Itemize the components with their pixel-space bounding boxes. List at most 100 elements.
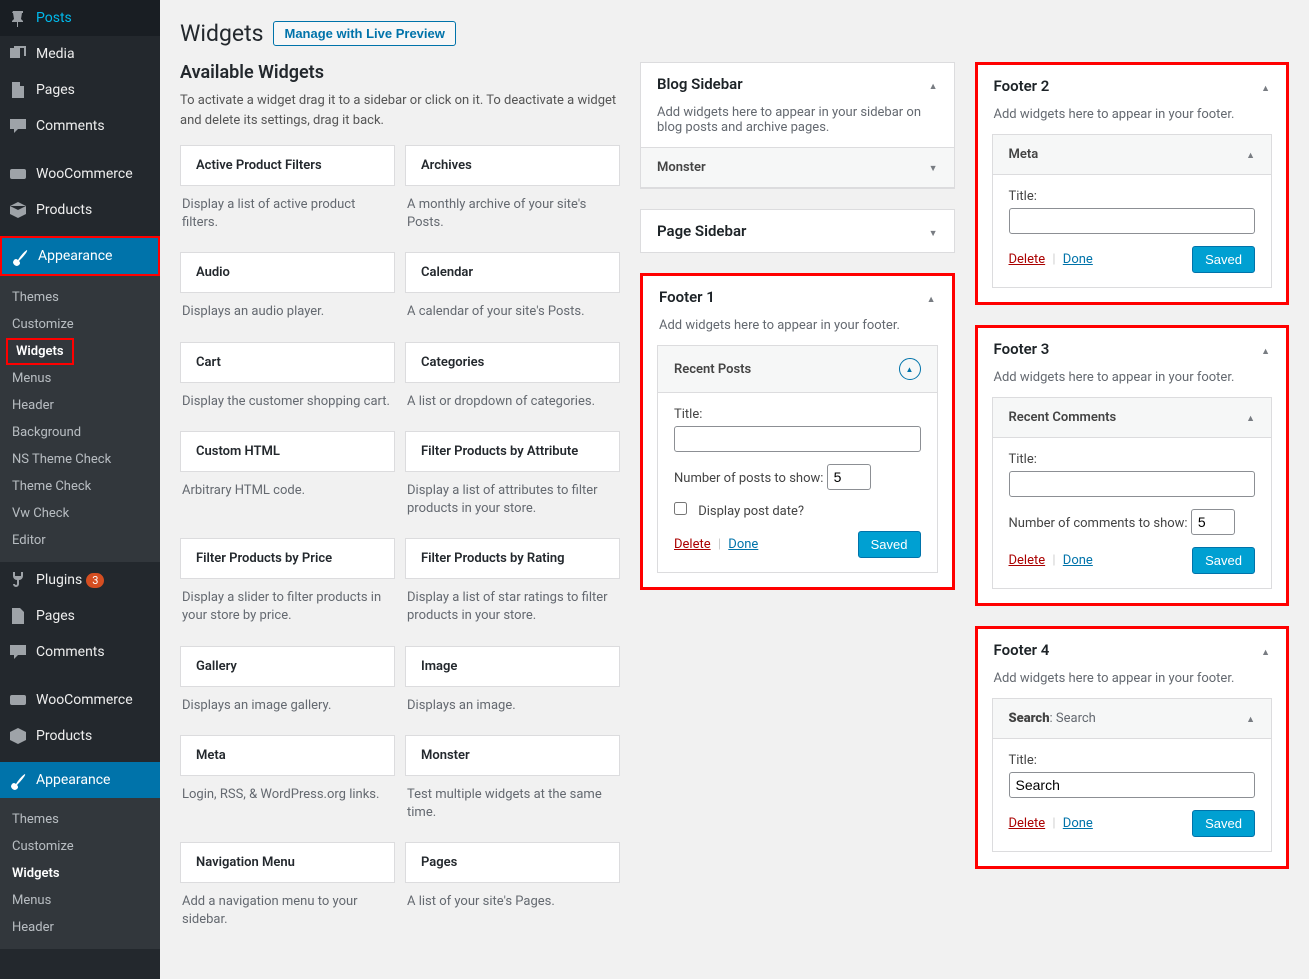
submenu-header[interactable]: Header: [0, 392, 160, 419]
title-input[interactable]: [1009, 471, 1256, 497]
saved-button[interactable]: Saved: [1192, 246, 1255, 273]
sidebar-label: Appearance: [36, 772, 110, 788]
available-widget-desc: Display a list of active product filters…: [180, 186, 395, 242]
available-widget-head[interactable]: Audio: [180, 252, 395, 293]
area-header[interactable]: Footer 4: [978, 629, 1287, 671]
title-input[interactable]: [1009, 208, 1256, 234]
plugins-badge: 3: [86, 573, 104, 588]
available-widget-head[interactable]: Meta: [180, 735, 395, 776]
sidebar-item-comments-2[interactable]: Comments: [0, 634, 160, 670]
display-date-checkbox[interactable]: [674, 502, 687, 515]
area-footer-1: Footer 1 Add widgets here to appear in y…: [640, 273, 955, 590]
available-widget-head[interactable]: Navigation Menu: [180, 842, 395, 883]
submenu-editor[interactable]: Editor: [0, 527, 160, 554]
area-header[interactable]: Blog Sidebar: [641, 63, 954, 105]
sidebar-item-appearance-2[interactable]: Appearance: [0, 762, 160, 798]
available-widgets-desc: To activate a widget drag it to a sideba…: [180, 91, 620, 130]
available-widgets-title: Available Widgets: [180, 62, 620, 83]
delete-link[interactable]: Delete: [1009, 553, 1046, 568]
sidebar-item-pages-2[interactable]: Pages: [0, 598, 160, 634]
sidebar-item-plugins[interactable]: Plugins 3: [0, 562, 160, 598]
saved-button[interactable]: Saved: [858, 531, 921, 558]
submenu-background[interactable]: Background: [0, 419, 160, 446]
submenu-widgets-2[interactable]: Widgets: [0, 860, 160, 887]
delete-link[interactable]: Delete: [1009, 816, 1046, 831]
submenu-themes-2[interactable]: Themes: [0, 806, 160, 833]
collapse-toggle-icon[interactable]: [899, 358, 921, 380]
collapse-icon: [1246, 711, 1255, 726]
arrow-indicator: [160, 772, 168, 788]
sidebar-item-posts[interactable]: Posts: [0, 0, 160, 36]
sidebar-item-media[interactable]: Media: [0, 36, 160, 72]
separator: |: [1052, 553, 1055, 568]
submenu-header-2[interactable]: Header: [0, 914, 160, 941]
available-widget-head[interactable]: Filter Products by Price: [180, 538, 395, 579]
submenu-menus[interactable]: Menus: [0, 365, 160, 392]
available-widget-head[interactable]: Pages: [405, 842, 620, 883]
submenu-themes[interactable]: Themes: [0, 284, 160, 311]
brush-icon: [8, 770, 28, 790]
saved-button[interactable]: Saved: [1192, 547, 1255, 574]
available-widget-head[interactable]: Monster: [405, 735, 620, 776]
sidebar-item-products-2[interactable]: Products: [0, 718, 160, 754]
pin-icon: [8, 8, 28, 28]
sidebar-item-woocommerce[interactable]: WooCommerce: [0, 156, 160, 192]
area-header[interactable]: Footer 3: [978, 328, 1287, 370]
available-widget-head[interactable]: Custom HTML: [180, 431, 395, 472]
available-widget-head[interactable]: Calendar: [405, 252, 620, 293]
available-widget-desc: Display a slider to filter products in y…: [180, 579, 395, 635]
widget-meta-header[interactable]: Meta: [992, 134, 1273, 175]
widget-search-header[interactable]: Search: Search: [992, 698, 1273, 739]
widget-recent-posts-header[interactable]: Recent Posts: [657, 345, 938, 393]
available-widget-head[interactable]: Categories: [405, 342, 620, 383]
box-icon: [8, 200, 28, 220]
available-widget-head[interactable]: Gallery: [180, 646, 395, 687]
available-widget-head[interactable]: Active Product Filters: [180, 145, 395, 186]
num-comments-input[interactable]: [1191, 509, 1235, 535]
area-header[interactable]: Footer 1: [643, 276, 952, 318]
available-widget-head[interactable]: Cart: [180, 342, 395, 383]
title-input[interactable]: [1009, 772, 1256, 798]
submenu-customize[interactable]: Customize: [0, 311, 160, 338]
sidebar-item-pages[interactable]: Pages: [0, 72, 160, 108]
submenu-widgets[interactable]: Widgets: [6, 338, 74, 365]
available-widget-head[interactable]: Filter Products by Attribute: [405, 431, 620, 472]
title-input[interactable]: [674, 426, 921, 452]
available-widget-desc: Login, RSS, & WordPress.org links.: [180, 776, 395, 814]
widget-monster[interactable]: Monster: [641, 147, 954, 188]
num-posts-input[interactable]: [827, 464, 871, 490]
delete-link[interactable]: Delete: [1009, 252, 1046, 267]
delete-link[interactable]: Delete: [674, 537, 711, 552]
widget-recent-comments-header[interactable]: Recent Comments: [992, 397, 1273, 438]
done-link[interactable]: Done: [1063, 553, 1093, 568]
available-widget-head[interactable]: Image: [405, 646, 620, 687]
available-widget: ArchivesA monthly archive of your site's…: [405, 145, 620, 242]
done-link[interactable]: Done: [1063, 816, 1093, 831]
submenu-vw-check[interactable]: Vw Check: [0, 500, 160, 527]
available-widget-head[interactable]: Archives: [405, 145, 620, 186]
plug-icon: [8, 570, 28, 590]
area-header[interactable]: Page Sidebar: [641, 210, 954, 252]
done-link[interactable]: Done: [1063, 252, 1093, 267]
submenu-ns-theme-check[interactable]: NS Theme Check: [0, 446, 160, 473]
sidebar-item-products[interactable]: Products: [0, 192, 160, 228]
available-widget-head[interactable]: Filter Products by Rating: [405, 538, 620, 579]
collapse-icon: [927, 288, 936, 306]
available-widget-desc: Arbitrary HTML code.: [180, 472, 395, 510]
sidebar-item-comments[interactable]: Comments: [0, 108, 160, 144]
appearance-submenu: Themes Customize Widgets Menus Header Ba…: [0, 276, 160, 562]
submenu-menus-2[interactable]: Menus: [0, 887, 160, 914]
submenu-theme-check[interactable]: Theme Check: [0, 473, 160, 500]
sidebar-item-appearance[interactable]: Appearance: [0, 236, 160, 276]
num-posts-label: Number of posts to show:: [674, 471, 823, 486]
saved-button[interactable]: Saved: [1192, 810, 1255, 837]
available-widget: Active Product FiltersDisplay a list of …: [180, 145, 395, 242]
sidebar-item-woocommerce-2[interactable]: WooCommerce: [0, 682, 160, 718]
area-header[interactable]: Footer 2: [978, 65, 1287, 107]
sidebar-label: WooCommerce: [36, 166, 133, 182]
area-desc: Add widgets here to appear in your foote…: [978, 370, 1287, 397]
submenu-customize-2[interactable]: Customize: [0, 833, 160, 860]
live-preview-button[interactable]: Manage with Live Preview: [273, 21, 455, 46]
available-widget-desc: Displays an audio player.: [180, 293, 395, 331]
done-link[interactable]: Done: [728, 537, 758, 552]
